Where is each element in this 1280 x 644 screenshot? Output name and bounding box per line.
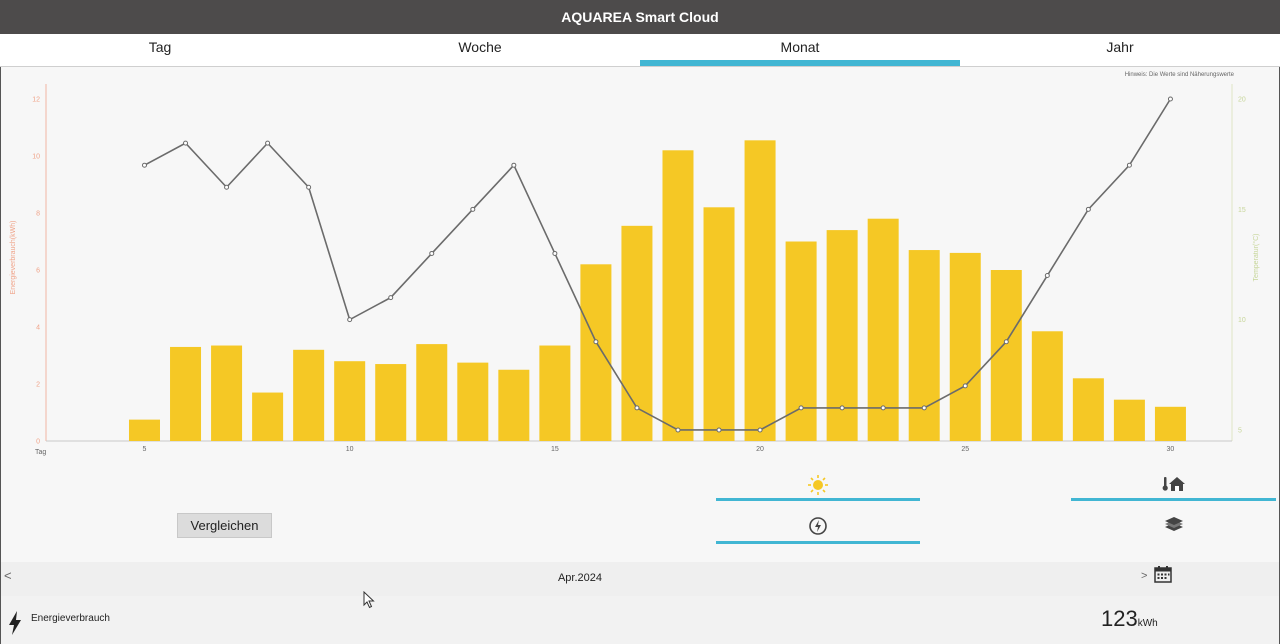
tab-tag[interactable]: Tag xyxy=(148,39,172,55)
approximation-note: Hinweis: Die Werte sind Näherungswerte xyxy=(1124,72,1234,78)
layers-icon xyxy=(1164,517,1183,531)
next-period-button[interactable]: > xyxy=(1141,570,1148,582)
period-tabs: Tag Woche Monat Jahr xyxy=(0,34,1280,67)
period-label: Apr.2024 xyxy=(557,572,603,584)
chart-area xyxy=(1,67,1279,472)
summary-label: Energieverbrauch xyxy=(31,613,110,624)
mouse-cursor-icon xyxy=(363,591,375,609)
energy-toggle-button[interactable] xyxy=(716,515,920,544)
layers-toggle-button[interactable] xyxy=(1071,515,1276,544)
app-title: AQUAREA Smart Cloud xyxy=(0,0,1280,34)
summary-bar xyxy=(1,596,1279,644)
power-cycle-icon xyxy=(809,517,827,535)
sun-icon xyxy=(808,475,828,495)
home-thermometer-icon xyxy=(1162,477,1185,491)
outdoor-toggle-button[interactable] xyxy=(716,474,920,501)
summary-value: 123kWh xyxy=(1101,606,1158,632)
frame-left-border xyxy=(0,34,1,644)
compare-button[interactable]: Vergleichen xyxy=(177,513,272,538)
previous-period-button[interactable]: < xyxy=(4,568,12,583)
summary-unit: kWh xyxy=(1137,618,1158,629)
calendar-icon[interactable] xyxy=(1154,565,1172,583)
period-navigation xyxy=(1,562,1279,596)
indoor-toggle-button[interactable] xyxy=(1071,474,1276,501)
tab-monat[interactable]: Monat xyxy=(640,34,960,66)
lightning-bolt-icon xyxy=(9,611,21,635)
tab-woche[interactable]: Woche xyxy=(458,39,502,55)
summary-number: 123 xyxy=(1101,606,1138,631)
tab-jahr[interactable]: Jahr xyxy=(1106,39,1134,55)
